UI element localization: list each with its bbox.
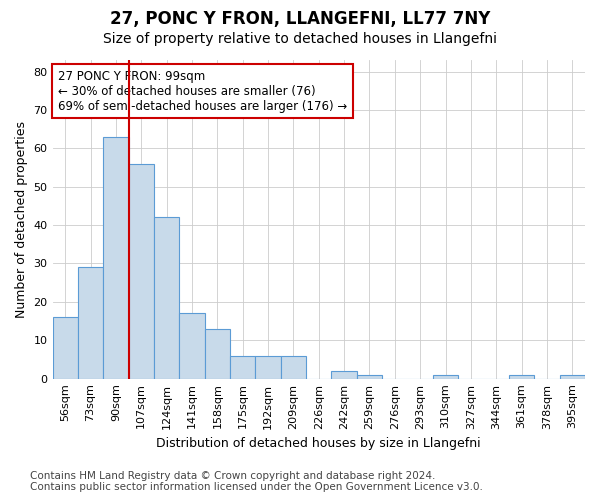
Bar — [205, 329, 230, 378]
Text: 27, PONC Y FRON, LLANGEFNI, LL77 7NY: 27, PONC Y FRON, LLANGEFNI, LL77 7NY — [110, 10, 490, 28]
Y-axis label: Number of detached properties: Number of detached properties — [15, 121, 28, 318]
Bar — [78, 268, 103, 378]
Bar — [230, 356, 256, 378]
Text: Size of property relative to detached houses in Llangefni: Size of property relative to detached ho… — [103, 32, 497, 46]
Bar — [103, 137, 128, 378]
Bar — [281, 356, 306, 378]
Bar — [560, 375, 585, 378]
Bar — [53, 317, 78, 378]
Bar — [509, 375, 534, 378]
Text: Contains HM Land Registry data © Crown copyright and database right 2024.
Contai: Contains HM Land Registry data © Crown c… — [30, 471, 483, 492]
Bar — [256, 356, 281, 378]
Text: 27 PONC Y FRON: 99sqm
← 30% of detached houses are smaller (76)
69% of semi-deta: 27 PONC Y FRON: 99sqm ← 30% of detached … — [58, 70, 347, 112]
Bar — [154, 218, 179, 378]
Bar — [331, 371, 357, 378]
Bar — [433, 375, 458, 378]
Bar — [179, 314, 205, 378]
Bar — [128, 164, 154, 378]
X-axis label: Distribution of detached houses by size in Llangefni: Distribution of detached houses by size … — [157, 437, 481, 450]
Bar — [357, 375, 382, 378]
